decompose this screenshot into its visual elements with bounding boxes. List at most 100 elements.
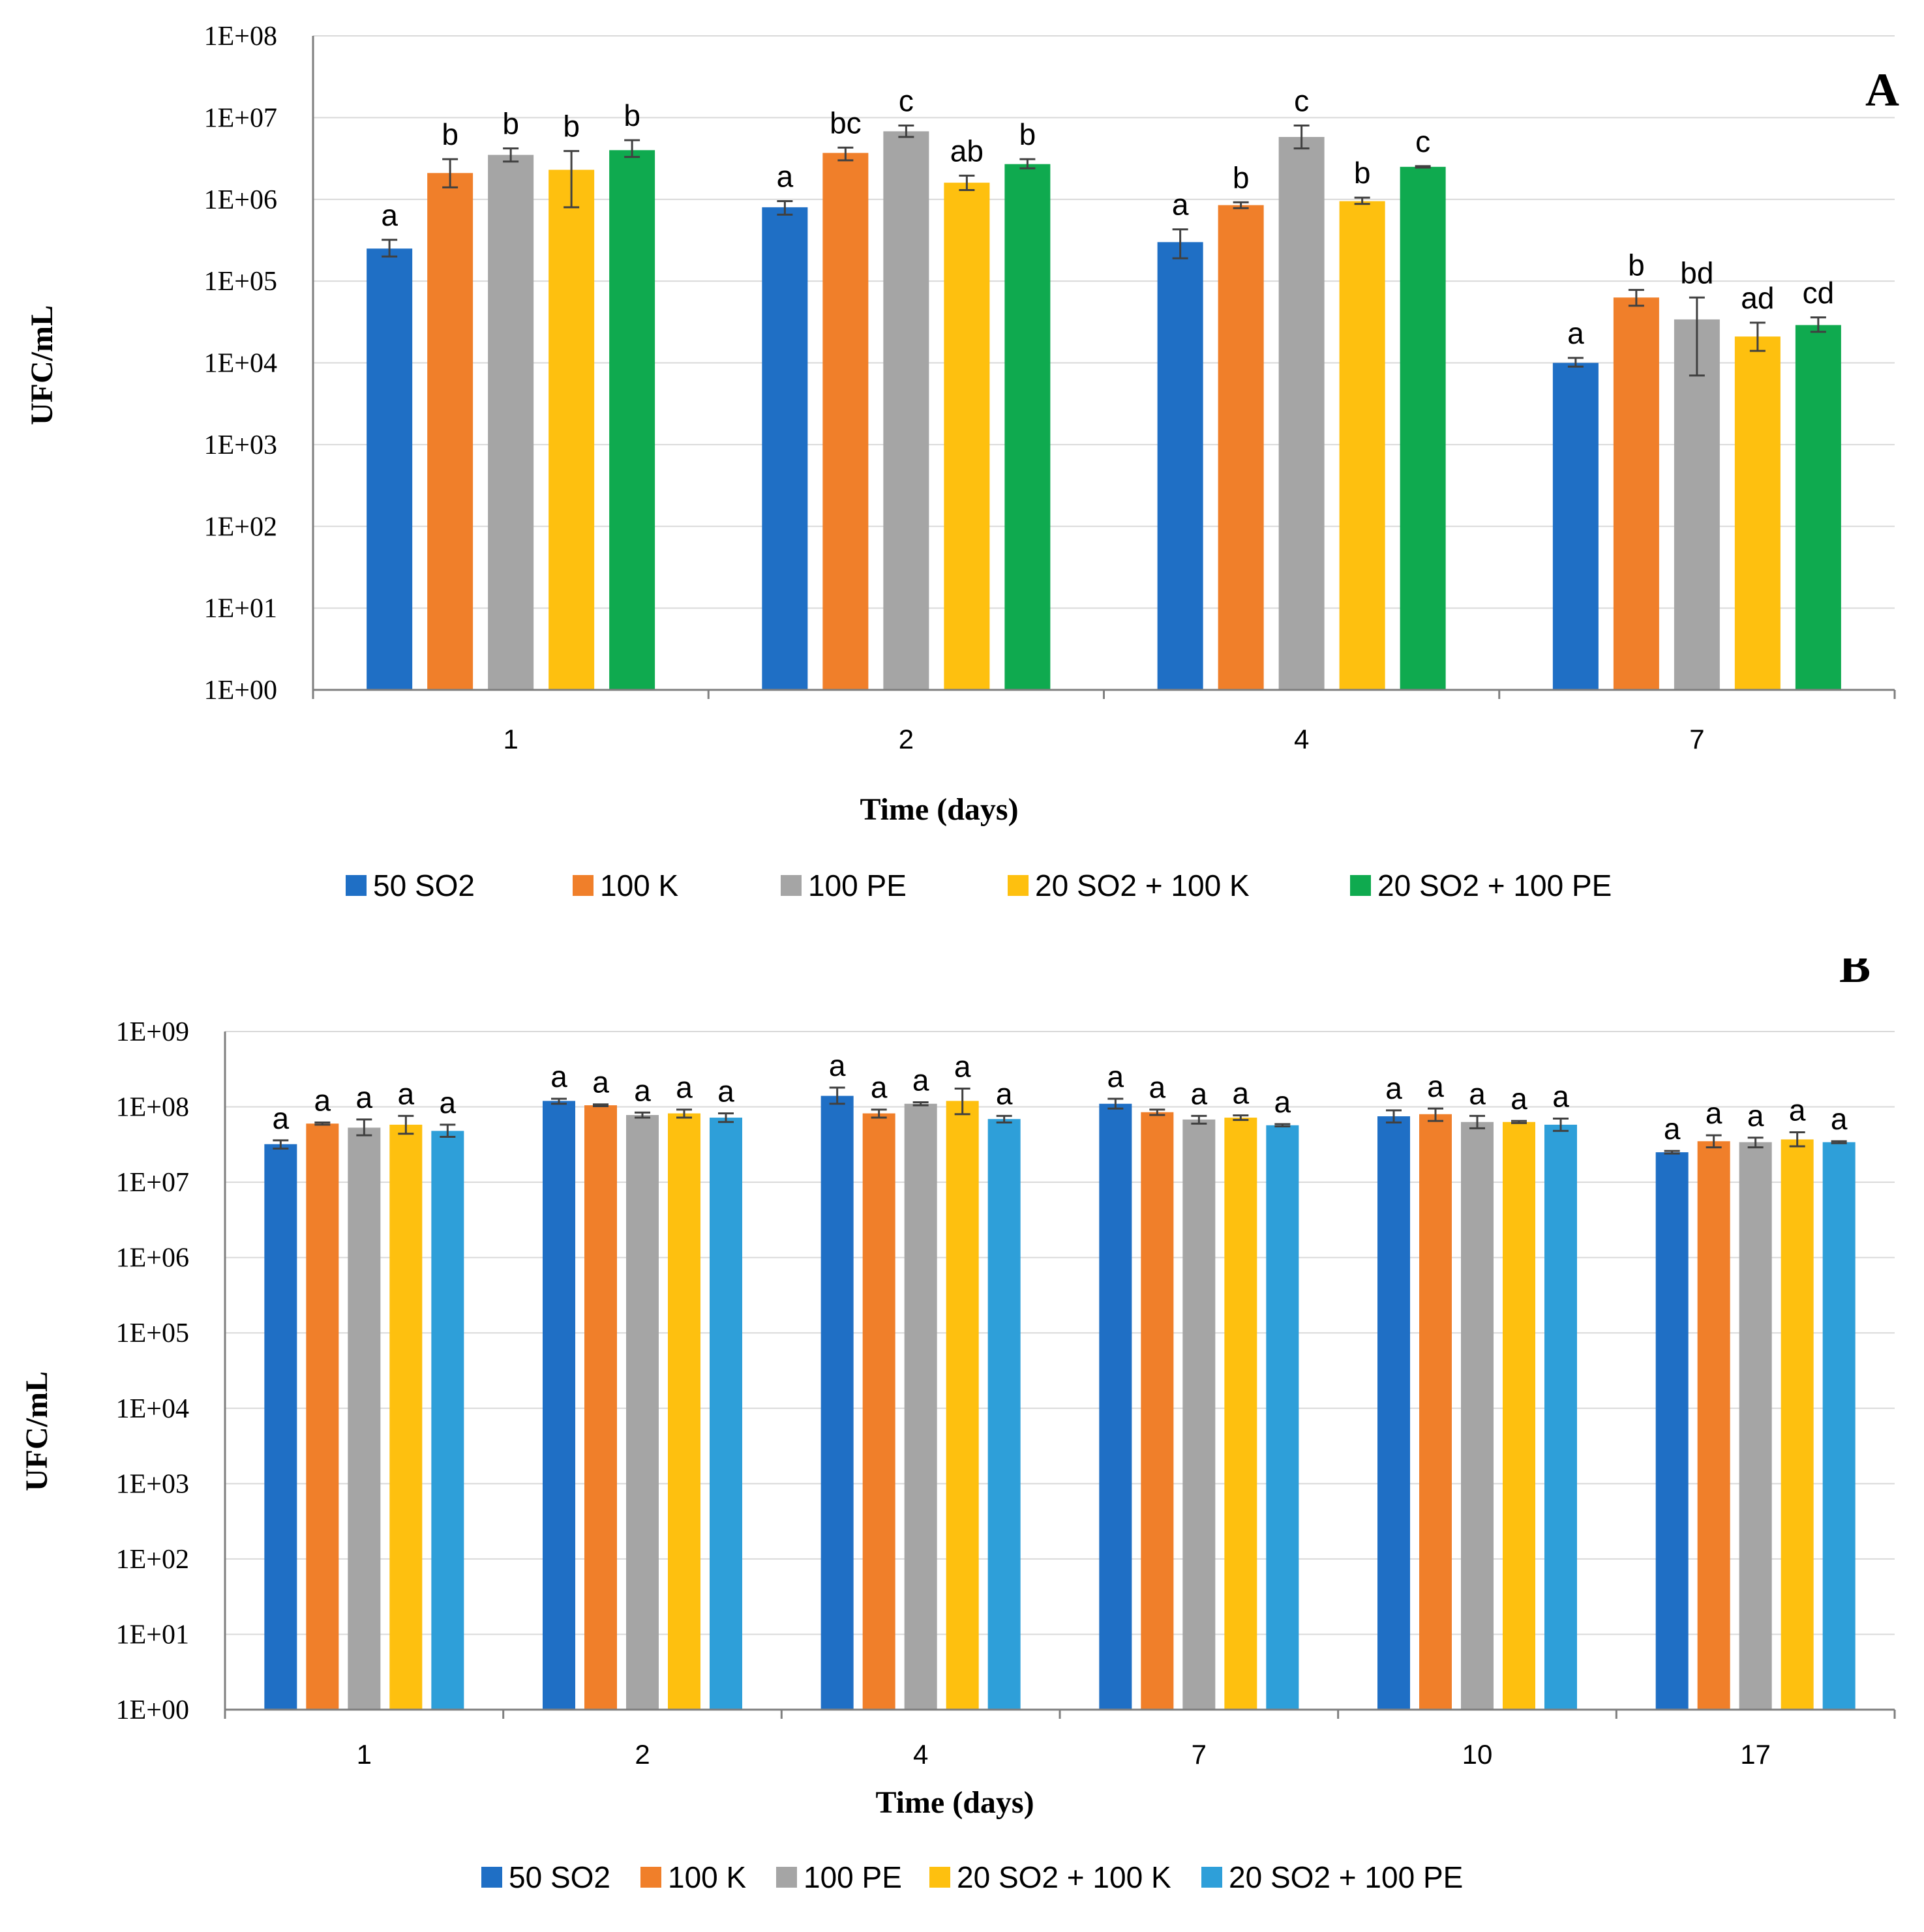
y-tick-label: 1E+01 (204, 594, 277, 624)
y-tick-label: 1E+08 (116, 1093, 189, 1123)
significance-label: a (1233, 1077, 1250, 1110)
significance-label: ad (1741, 281, 1774, 315)
y-tick-label: 1E+05 (204, 267, 277, 297)
panel-a-y-tick-labels: 1E+00 1E+01 1E+02 1E+03 1E+04 1E+05 1E+06 1E+07… (204, 22, 277, 706)
bar (1182, 1119, 1216, 1710)
bar (820, 1095, 854, 1710)
significance-label: a (1747, 1099, 1764, 1133)
significance-label: a (1469, 1077, 1486, 1110)
panel-a-x-tick-labels: 1 2 4 7 (503, 724, 1704, 754)
significance-label: b (563, 110, 580, 143)
bar (1419, 1114, 1452, 1710)
panel-a-y-axis-title: UFC/mL (25, 305, 59, 425)
legend-swatch (776, 1867, 797, 1888)
significance-label: b (1628, 248, 1645, 282)
significance-label: b (1354, 156, 1371, 190)
panel-a-axes (312, 36, 1896, 699)
significance-label: a (1567, 316, 1584, 350)
y-tick-label: 1E+08 (204, 22, 277, 52)
panel-a-bars (367, 131, 1841, 690)
bar (668, 1113, 700, 1710)
bar (1461, 1122, 1494, 1710)
significance-label: a (592, 1065, 609, 1099)
bar (1734, 336, 1781, 690)
legend-swatch (346, 875, 367, 896)
significance-label: a (829, 1048, 846, 1082)
bar (1266, 1125, 1299, 1710)
significance-label: b (502, 107, 519, 141)
bar (1339, 201, 1385, 690)
significance-label: c (1415, 125, 1430, 158)
bar (1739, 1142, 1772, 1710)
significance-label: a (1789, 1093, 1806, 1127)
bar (862, 1113, 895, 1710)
y-tick-label: 1E+00 (204, 676, 277, 706)
bar (1552, 363, 1599, 690)
significance-label: a (314, 1084, 331, 1118)
bar (367, 248, 413, 690)
bar (1795, 325, 1841, 690)
legend-swatch (781, 875, 802, 896)
x-tick-label: 7 (1192, 1739, 1207, 1770)
x-tick-label: 7 (1689, 724, 1704, 754)
x-tick-label: 2 (899, 724, 914, 754)
bar (549, 170, 595, 690)
significance-label: a (1664, 1112, 1681, 1146)
significance-label: a (550, 1060, 567, 1093)
legend-swatch (1201, 1867, 1222, 1888)
y-tick-label: 1E+07 (116, 1168, 189, 1198)
significance-label: a (1107, 1060, 1124, 1093)
bar (762, 207, 808, 690)
panel-b-chart: 1E+00 1E+01 1E+02 1E+03 1E+04 1E+05 1E+06 1E+07… (20, 959, 1896, 1894)
bar (710, 1118, 742, 1710)
panel-b-legend: 50 SO2 100 K 100 PE 20 SO2 + 100 K 20 SO2 + … (481, 1860, 1463, 1894)
x-tick-label: 4 (913, 1739, 928, 1770)
significance-label: b (1233, 160, 1250, 194)
bar (946, 1101, 979, 1710)
legend-swatch (573, 875, 594, 896)
legend-label: 50 SO2 (373, 869, 475, 902)
bar (987, 1119, 1021, 1710)
significance-label: a (1831, 1102, 1848, 1136)
y-tick-label: 1E+07 (204, 103, 277, 133)
bar (1400, 166, 1446, 690)
y-tick-label: 1E+02 (204, 512, 277, 542)
panel-b-axes (224, 1032, 1896, 1719)
significance-label: a (871, 1071, 888, 1105)
bar (883, 131, 929, 690)
significance-label: bd (1680, 256, 1713, 290)
significance-label: b (624, 98, 640, 132)
x-tick-label: 1 (357, 1739, 372, 1770)
bar (1822, 1142, 1856, 1710)
legend-label: 20 SO2 + 100 PE (1377, 869, 1612, 902)
y-tick-label: 1E+03 (116, 1469, 189, 1499)
significance-label: a (912, 1063, 929, 1097)
y-tick-label: 1E+03 (204, 430, 277, 460)
bar (1503, 1122, 1535, 1710)
bar (1278, 137, 1325, 690)
bar (1004, 164, 1051, 690)
bar (389, 1124, 423, 1710)
significance-label: a (717, 1075, 734, 1108)
significance-label: a (273, 1101, 290, 1135)
significance-label: a (356, 1080, 373, 1114)
bar (1218, 205, 1264, 690)
significance-label: a (634, 1073, 651, 1107)
x-tick-label: 1 (503, 724, 518, 754)
bar (348, 1127, 381, 1710)
legend-label: 50 SO2 (509, 1860, 610, 1894)
bar (1697, 1141, 1730, 1710)
panel-a-x-axis-title: Time (days) (860, 792, 1018, 827)
bar (431, 1131, 464, 1710)
bar (1613, 297, 1659, 690)
bar (904, 1103, 937, 1710)
bar (1655, 1152, 1689, 1710)
panel-a-letter: A (1865, 64, 1899, 116)
panel-a-legend: 50 SO2 100 K 100 PE 20 SO2 + 100 K 20 SO2 + … (346, 869, 1612, 902)
y-tick-label: 1E+05 (116, 1318, 189, 1348)
bar (1674, 319, 1720, 690)
y-tick-label: 1E+06 (116, 1243, 189, 1273)
bar (584, 1105, 617, 1710)
